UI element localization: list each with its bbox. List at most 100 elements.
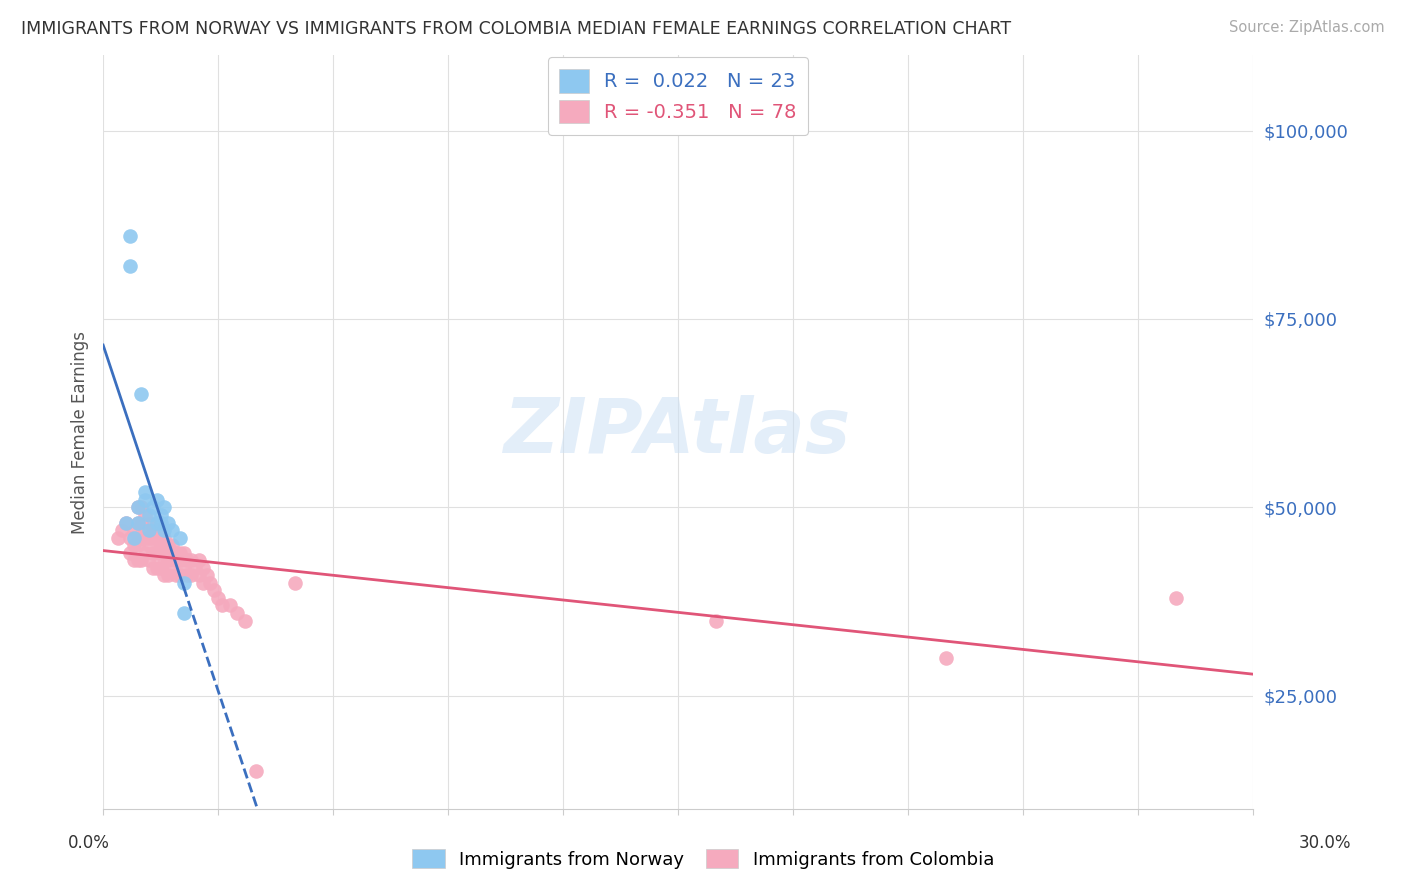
Point [153,523,176,537]
Point [138,523,160,537]
Point [173,546,195,560]
Point [191,561,214,575]
Point [1166,591,1188,605]
Point [202,583,225,598]
Point [218,599,240,613]
Point [131,387,153,401]
Point [127,531,149,545]
Point [211,599,233,613]
Point [149,516,172,530]
Point [122,523,145,537]
Point [176,553,198,567]
Point [122,553,145,567]
Point [226,606,249,620]
Point [149,538,172,552]
Point [115,516,138,530]
Text: 0.0%: 0.0% [67,834,110,852]
Point [142,531,165,545]
Point [146,492,169,507]
Point [160,523,183,537]
Point [146,523,169,537]
Point [233,614,256,628]
Point [118,229,141,244]
Point [180,568,202,582]
Point [142,561,165,575]
Point [127,538,149,552]
Point [146,561,169,575]
Point [153,500,176,515]
Point [138,538,160,552]
Point [195,568,218,582]
Point [173,575,195,590]
Point [146,516,169,530]
Legend: R =  0.022   N = 23, R = -0.351   N = 78: R = 0.022 N = 23, R = -0.351 N = 78 [548,57,808,135]
Point [153,538,176,552]
Point [138,508,160,522]
Point [173,561,195,575]
Point [134,523,156,537]
Point [138,516,160,530]
Point [284,575,307,590]
Point [157,538,180,552]
Point [149,523,172,537]
Point [127,500,149,515]
Point [127,516,149,530]
Legend: Immigrants from Norway, Immigrants from Colombia: Immigrants from Norway, Immigrants from … [405,841,1001,876]
Point [184,561,207,575]
Point [165,546,187,560]
Point [134,485,156,500]
Point [245,764,267,779]
Text: 30.0%: 30.0% [1298,834,1351,852]
Point [173,606,195,620]
Point [187,553,209,567]
Point [142,546,165,560]
Point [131,531,153,545]
Point [127,516,149,530]
Point [169,546,191,560]
Point [180,553,202,567]
Point [111,523,134,537]
Point [935,651,957,665]
Point [142,523,165,537]
Point [131,553,153,567]
Point [157,516,180,530]
Point [207,591,229,605]
Point [138,553,160,567]
Point [118,531,141,545]
Point [149,508,172,522]
Point [122,531,145,545]
Point [169,568,191,582]
Point [153,568,176,582]
Point [118,546,141,560]
Point [704,614,727,628]
Point [165,568,187,582]
Point [187,568,209,582]
Y-axis label: Median Female Earnings: Median Female Earnings [72,331,89,533]
Point [176,568,198,582]
Point [127,500,149,515]
Point [142,500,165,515]
Point [131,516,153,530]
Point [160,538,183,552]
Point [149,561,172,575]
Text: Source: ZipAtlas.com: Source: ZipAtlas.com [1229,20,1385,35]
Point [149,546,172,560]
Point [127,553,149,567]
Text: IMMIGRANTS FROM NORWAY VS IMMIGRANTS FROM COLOMBIA MEDIAN FEMALE EARNINGS CORREL: IMMIGRANTS FROM NORWAY VS IMMIGRANTS FRO… [21,20,1011,37]
Point [157,568,180,582]
Text: ZIPAtlas: ZIPAtlas [505,395,852,469]
Point [134,508,156,522]
Point [131,500,153,515]
Point [157,553,180,567]
Point [160,561,183,575]
Point [107,531,129,545]
Point [160,546,183,560]
Point [134,546,156,560]
Point [157,546,180,560]
Point [134,492,156,507]
Point [146,546,169,560]
Point [134,531,156,545]
Point [153,553,176,567]
Point [118,259,141,273]
Point [191,575,214,590]
